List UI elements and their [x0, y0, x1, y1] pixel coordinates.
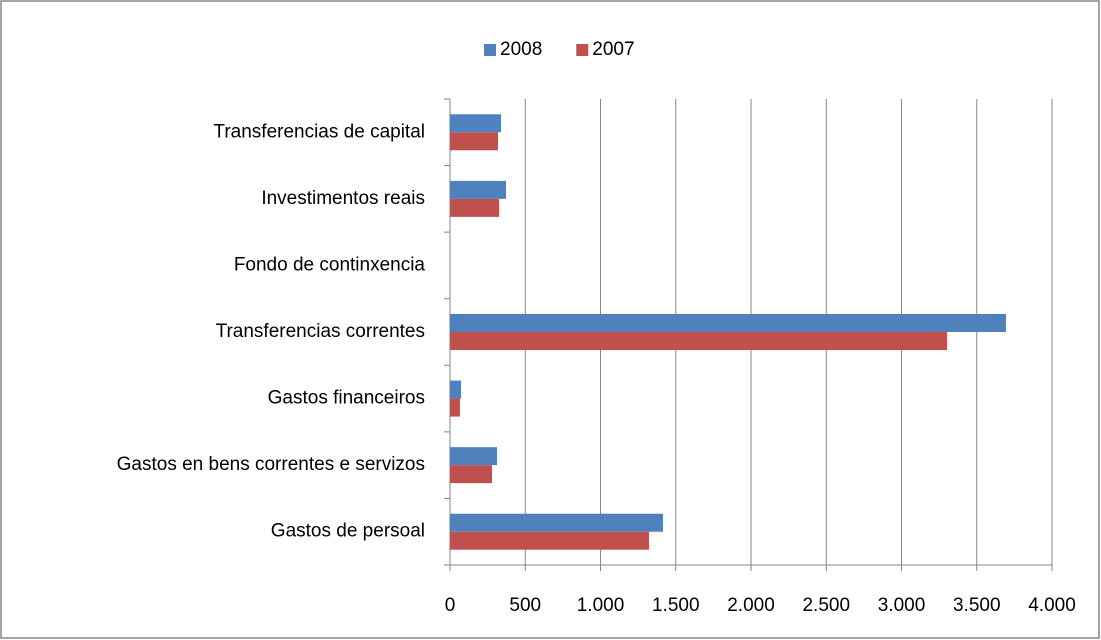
- legend-swatch: [484, 44, 496, 56]
- bar: [450, 531, 649, 550]
- y-tick-label: Gastos en bens correntes e servizos: [117, 454, 425, 475]
- y-tick-label: Gastos de persoal: [271, 521, 425, 542]
- legend-label: 2008: [500, 39, 542, 60]
- bar: [450, 114, 502, 133]
- y-tick-label: Investimentos reais: [261, 188, 425, 209]
- y-tick-label: Gastos financeiros: [268, 388, 425, 409]
- x-tick-label: 500: [509, 595, 541, 616]
- x-tick-label: 2.500: [802, 595, 850, 616]
- y-tick-label: Transferencias de capital: [213, 121, 425, 142]
- bar: [450, 332, 947, 350]
- bar: [450, 132, 499, 151]
- y-tick-label: Fondo de continxencia: [234, 254, 426, 275]
- x-tick-label: 3.500: [953, 595, 1001, 616]
- x-tick-label: 1.500: [652, 595, 700, 616]
- bar: [450, 513, 663, 532]
- legend-swatch: [576, 44, 589, 56]
- bar: [450, 465, 492, 484]
- legend-label: 2007: [592, 39, 634, 60]
- x-tick-label: 2.000: [727, 595, 775, 616]
- bar: [450, 198, 500, 217]
- bar: [450, 380, 461, 399]
- bar: [450, 314, 1006, 332]
- x-tick-label: 0: [445, 595, 456, 616]
- bar: [450, 180, 506, 199]
- x-tick-label: 3.000: [878, 595, 926, 616]
- bar: [450, 398, 460, 417]
- x-tick-label: 1.000: [577, 595, 625, 616]
- x-tick-label: 4.000: [1028, 595, 1076, 616]
- y-tick-label: Transferencias correntes: [216, 321, 425, 342]
- bar: [450, 447, 497, 466]
